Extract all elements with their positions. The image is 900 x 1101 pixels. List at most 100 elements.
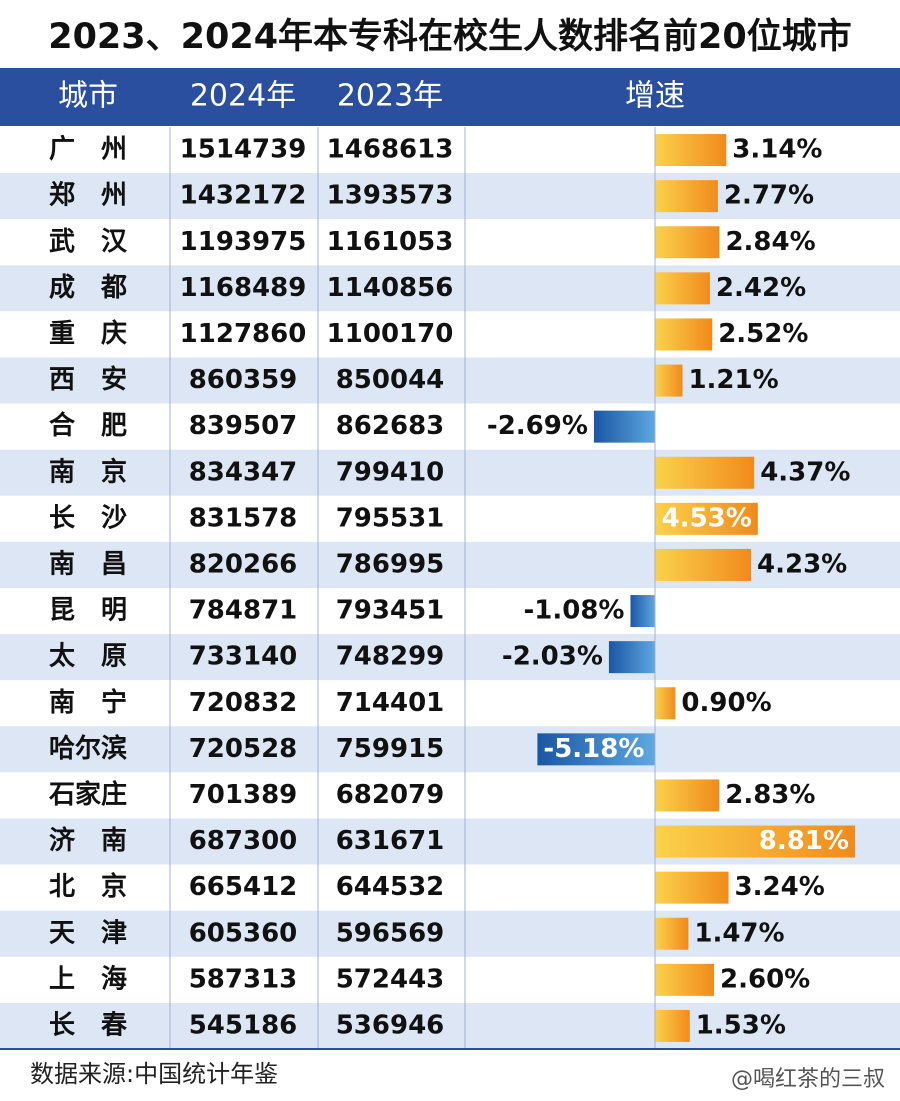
city: 武 汉	[49, 227, 128, 257]
value-2023: 1468613	[327, 135, 454, 165]
value-2024: 720528	[189, 734, 298, 764]
city: 西 安	[49, 365, 127, 395]
value-2024: 1168489	[180, 273, 307, 303]
value-2024: 860359	[189, 365, 298, 395]
header: 城市	[58, 79, 118, 114]
growth-label: 0.90%	[681, 688, 771, 718]
growth-label: 1.53%	[696, 1010, 786, 1040]
growth-bar	[655, 871, 729, 904]
city: 长 沙	[49, 503, 127, 533]
value-2024: 545186	[189, 1010, 298, 1040]
value-2024: 587313	[189, 964, 298, 994]
growth-bar	[655, 502, 758, 535]
city: 太 原	[49, 642, 127, 672]
header: 2024年	[190, 79, 296, 114]
city: 成 都	[49, 273, 127, 303]
row-background	[0, 634, 900, 681]
growth-label: 2.60%	[720, 964, 810, 994]
value-2023: 596569	[336, 918, 445, 948]
city: 哈尔滨	[49, 733, 127, 764]
value-2023: 786995	[336, 549, 445, 579]
growth-label: 4.23%	[757, 549, 847, 579]
growth-label: 2.52%	[718, 319, 808, 349]
watermark: @喝红茶的三叔	[731, 1067, 885, 1092]
growth-label: 1.21%	[688, 365, 778, 395]
row-background	[0, 495, 900, 542]
value-2023: 862683	[336, 411, 445, 441]
value-2023: 850044	[336, 365, 445, 395]
source: 数据来源:中国统计年鉴	[30, 1060, 278, 1088]
value-2024: 720832	[189, 688, 298, 718]
value-2024: 1127860	[180, 319, 307, 349]
value-2023: 631671	[336, 826, 445, 856]
row-background	[0, 726, 900, 773]
growth-bar	[630, 595, 655, 628]
growth-bar	[608, 641, 655, 674]
growth-bar	[655, 318, 713, 351]
growth-bar	[655, 825, 855, 858]
row-background	[0, 403, 900, 450]
value-2024: 1432172	[180, 181, 307, 211]
city: 南 京	[49, 456, 127, 487]
value-2023: 1393573	[327, 181, 454, 211]
city: 重 庆	[49, 318, 127, 349]
value-2023: 572443	[336, 964, 445, 994]
row-background	[0, 311, 900, 358]
value-2023: 1100170	[327, 319, 454, 349]
growth-label: 4.53%	[662, 503, 752, 533]
growth-bar	[655, 180, 718, 213]
value-2024: 839507	[189, 411, 298, 441]
growth-label: 2.83%	[725, 780, 815, 810]
city: 上 海	[49, 964, 127, 994]
city: 北 京	[49, 871, 127, 902]
chart-title: 2023、2024年本专科在校生人数排名前20位城市	[48, 17, 852, 57]
row-background	[0, 127, 900, 174]
value-2024: 665412	[189, 872, 298, 902]
row-background	[0, 772, 900, 819]
growth-label: -5.18%	[543, 734, 644, 764]
row-background	[0, 173, 900, 220]
row-background	[0, 910, 900, 957]
row-background	[0, 588, 900, 635]
value-2023: 714401	[336, 688, 445, 718]
growth-bar	[537, 733, 655, 766]
growth-bar	[655, 134, 727, 167]
header: 增速	[625, 79, 685, 114]
city: 长 春	[49, 1010, 127, 1040]
growth-bar	[655, 272, 710, 305]
city: 济 南	[49, 826, 127, 856]
city: 南 昌	[49, 549, 127, 579]
growth-label: -1.08%	[523, 596, 624, 626]
value-2024: 831578	[189, 503, 298, 533]
row-background	[0, 219, 900, 266]
growth-bar	[655, 963, 715, 996]
growth-bar	[655, 548, 752, 581]
value-2023: 759915	[336, 734, 445, 764]
growth-bar	[655, 364, 683, 397]
value-2024: 687300	[189, 826, 298, 856]
city: 南 宁	[49, 687, 127, 718]
growth-label: 3.24%	[735, 872, 825, 902]
value-2023: 536946	[336, 1010, 445, 1040]
header-bar	[0, 68, 900, 126]
growth-label: 2.42%	[716, 273, 806, 303]
row-background	[0, 864, 900, 911]
city: 天 津	[49, 918, 127, 948]
growth-bar	[655, 917, 689, 950]
growth-label: 2.77%	[724, 181, 814, 211]
growth-bar	[655, 456, 755, 489]
growth-label: 8.81%	[759, 826, 849, 856]
growth-label: -2.69%	[487, 411, 588, 441]
value-2024: 605360	[189, 918, 298, 948]
value-2024: 1514739	[180, 135, 307, 165]
row-background	[0, 1002, 900, 1049]
growth-bar	[655, 687, 676, 720]
row-background	[0, 357, 900, 404]
row-background	[0, 265, 900, 312]
city: 昆 明	[49, 596, 127, 626]
growth-label: 2.84%	[725, 227, 815, 257]
header: 2023年	[337, 79, 443, 114]
value-2023: 793451	[336, 596, 445, 626]
value-2023: 748299	[336, 642, 445, 672]
